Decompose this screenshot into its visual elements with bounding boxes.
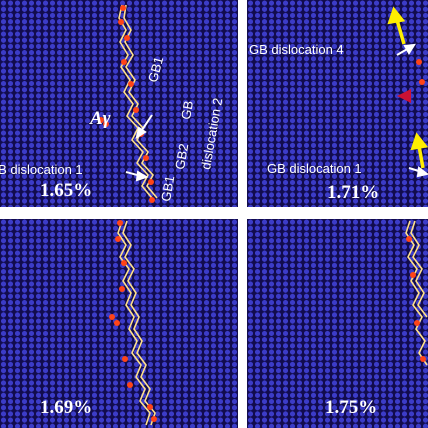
- strain-label: 1.65%: [40, 180, 93, 201]
- label-gb-dislocation-2-line1: GB: [178, 99, 197, 121]
- panel-bottom-left: 1.69%: [0, 219, 238, 428]
- panel-top-right: GB dislocation 4 GB dislocation 1 1.71%: [247, 0, 428, 207]
- label-gb-dislocation-4: GB dislocation 4: [249, 42, 344, 57]
- arrow-gb-dislocation-1: [125, 170, 149, 182]
- grain-boundary-overlay: [109, 220, 157, 426]
- grain-boundary-gb1: [118, 4, 158, 199]
- label-gb-dislocation-1: GB dislocation 1: [0, 162, 83, 177]
- boundary-atoms: [416, 59, 425, 85]
- strain-label: 1.69%: [40, 397, 93, 418]
- label-gb-dislocation-1: GB dislocation 1: [267, 161, 362, 176]
- arrow-gb-dislocation-1: [408, 166, 428, 178]
- boundary-atoms: [109, 220, 157, 422]
- arrow-gb1: [135, 114, 153, 140]
- arrow-gb-dislocation-4: [396, 43, 416, 56]
- panel-top-left: GB1 GB dislocation 2 Aγ GB1 GB2 GB dislo…: [0, 0, 238, 207]
- grain-boundary-overlay: [98, 4, 158, 203]
- label-a-gamma: Aγ: [90, 108, 111, 129]
- strain-label: 1.75%: [325, 397, 378, 418]
- arrow-yellow-bottom: [410, 132, 428, 169]
- grain-boundary: [117, 220, 156, 426]
- strain-label: 1.71%: [327, 182, 380, 203]
- boundary-atoms: [406, 236, 426, 362]
- arrow-yellow-top: [387, 6, 406, 45]
- grain-boundary-overlay: [405, 220, 428, 366]
- panel-bottom-right: 1.75%: [247, 219, 428, 428]
- grain-boundary: [405, 220, 428, 366]
- grain-boundary-overlay: [387, 6, 428, 178]
- arrow-red: [397, 89, 411, 103]
